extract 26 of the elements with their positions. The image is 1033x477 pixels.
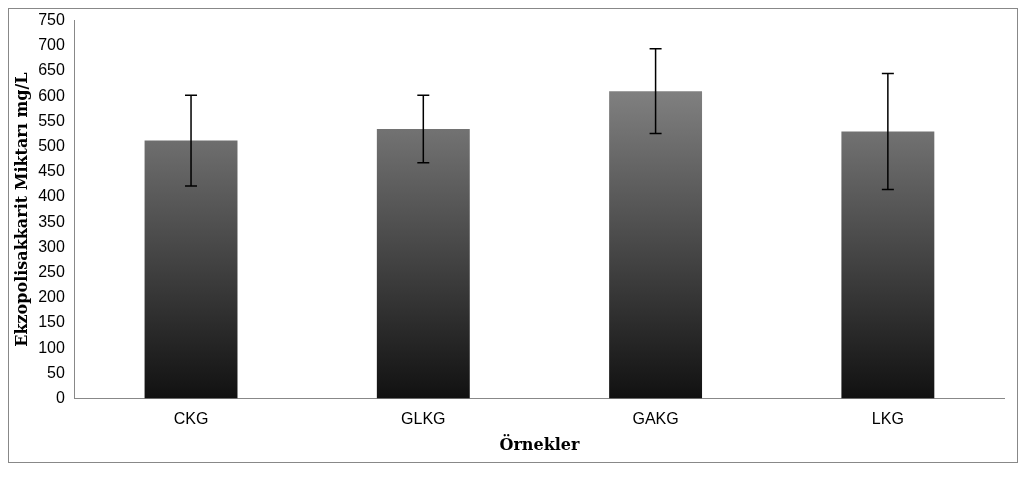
y-tick-label: 400 xyxy=(38,187,65,205)
x-tick-label: GAKG xyxy=(632,409,679,427)
bar xyxy=(841,131,935,399)
y-axis-title: Ekzopolisakkarit Miktarı mg/L xyxy=(11,72,31,347)
bar xyxy=(144,140,238,399)
bar xyxy=(609,91,703,399)
y-tick-label: 250 xyxy=(38,263,65,281)
y-tick-label: 0 xyxy=(55,389,65,407)
y-tick-label: 350 xyxy=(38,212,65,230)
y-tick-label: 200 xyxy=(38,288,65,306)
bar xyxy=(376,128,470,399)
y-tick-label: 300 xyxy=(38,237,65,255)
y-tick-label: 750 xyxy=(38,11,65,29)
y-tick-label: 500 xyxy=(38,137,65,155)
x-tick-label: CKG xyxy=(173,409,209,427)
y-tick-label: 50 xyxy=(47,363,65,381)
y-tick-label: 700 xyxy=(38,36,65,54)
y-tick-label: 100 xyxy=(38,338,65,356)
y-tick-label: 650 xyxy=(38,61,65,79)
x-tick-label: LKG xyxy=(871,409,904,427)
y-tick-label: 450 xyxy=(38,162,65,180)
y-tick-label: 600 xyxy=(38,86,65,104)
x-axis-title: Örnekler xyxy=(499,433,580,454)
y-tick-label: 150 xyxy=(38,313,65,331)
y-tick-label: 550 xyxy=(38,111,65,129)
x-tick-label: GLKG xyxy=(401,409,446,427)
